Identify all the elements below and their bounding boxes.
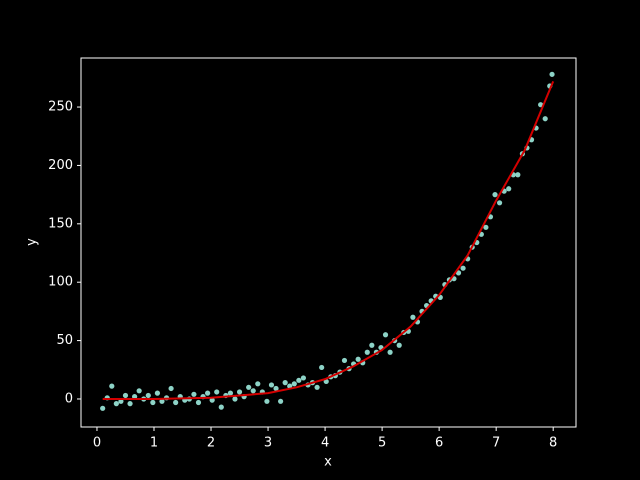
y-tick-label: 100: [48, 275, 73, 290]
point: [396, 342, 402, 348]
point: [549, 71, 555, 77]
point: [277, 398, 284, 404]
point: [236, 389, 243, 395]
point: [159, 398, 165, 404]
point: [341, 357, 348, 364]
point: [355, 356, 361, 362]
point: [364, 349, 370, 355]
point: [268, 382, 275, 388]
point: [191, 391, 197, 397]
point: [369, 342, 375, 348]
point: [113, 401, 119, 407]
point: [214, 389, 220, 395]
x-tick-label: 6: [435, 436, 443, 451]
y-axis-label: y: [25, 238, 40, 246]
y-tick-label: 250: [48, 100, 73, 115]
point: [264, 398, 270, 404]
x-tick-label: 8: [549, 436, 557, 451]
point: [173, 399, 179, 406]
x-tick-label: 2: [207, 436, 215, 451]
point: [296, 377, 302, 383]
point: [319, 364, 325, 371]
point: [154, 390, 161, 396]
point: [209, 397, 215, 403]
y-tick-label: 150: [48, 216, 73, 231]
point: [127, 401, 133, 407]
point: [492, 192, 498, 198]
point: [218, 404, 224, 410]
point: [382, 332, 389, 338]
point: [232, 396, 238, 402]
point: [515, 172, 521, 178]
point: [291, 381, 297, 387]
x-tick-label: 7: [492, 436, 500, 451]
point: [460, 265, 466, 271]
y-tick-label: 0: [65, 391, 73, 406]
point: [118, 398, 124, 404]
point: [205, 390, 211, 396]
axes-frame: [80, 57, 577, 428]
x-tick-label: 5: [378, 436, 386, 451]
point: [483, 224, 489, 230]
point: [300, 375, 307, 381]
point: [273, 385, 279, 392]
point: [145, 392, 151, 399]
point: [506, 186, 512, 192]
point: [227, 390, 234, 396]
x-axis-label: x: [324, 455, 332, 470]
fit-line: [102, 80, 555, 400]
point: [496, 200, 503, 206]
point: [387, 349, 393, 355]
y-tick-label: 50: [56, 333, 73, 348]
point: [168, 385, 174, 392]
point: [132, 394, 138, 400]
point: [542, 116, 548, 122]
point: [109, 383, 115, 389]
point: [100, 405, 106, 411]
point: [195, 399, 202, 406]
x-tick-label: 3: [264, 436, 272, 451]
point: [410, 314, 416, 320]
point: [250, 388, 256, 394]
point: [255, 381, 261, 387]
point: [246, 384, 252, 390]
y-tick-label: 200: [48, 158, 73, 173]
x-tick-label: 0: [93, 436, 101, 451]
x-tick-label: 1: [150, 436, 158, 451]
x-tick-label: 4: [321, 436, 329, 451]
point: [136, 388, 142, 394]
point: [314, 384, 320, 390]
point: [122, 392, 129, 399]
point: [150, 399, 156, 406]
point: [282, 380, 288, 386]
